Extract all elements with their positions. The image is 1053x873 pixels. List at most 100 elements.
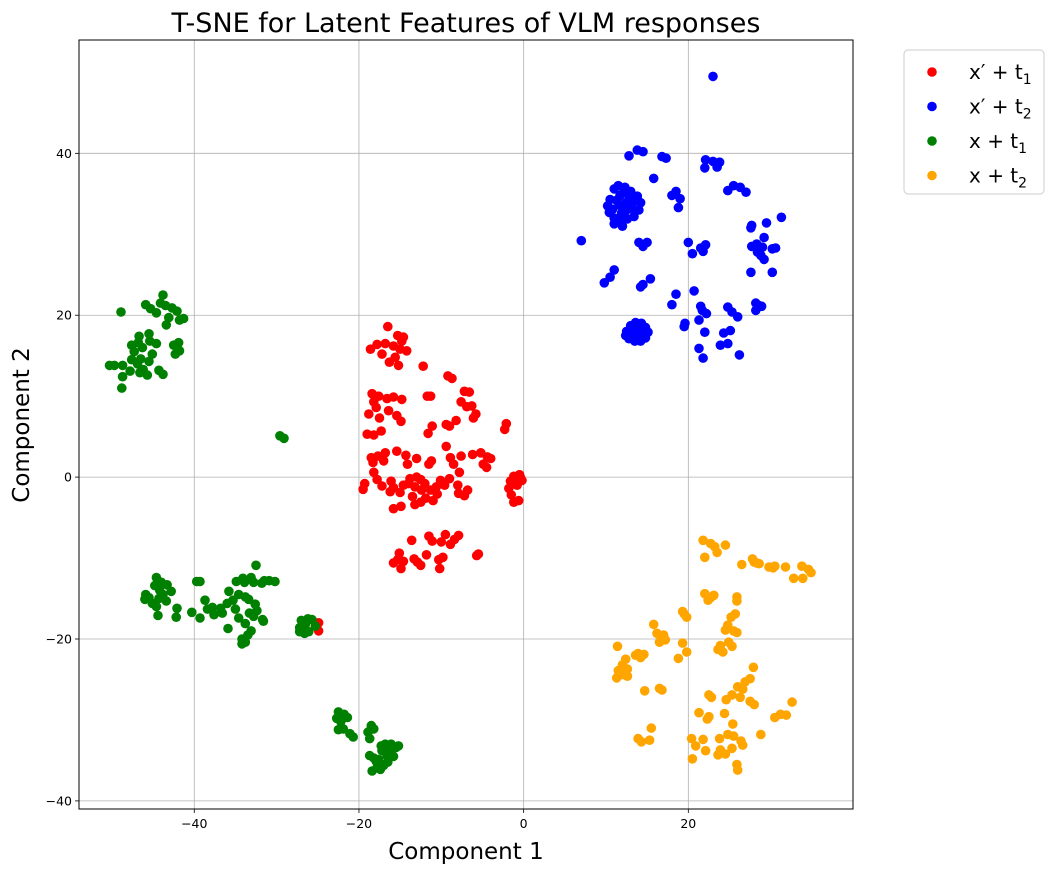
data-point bbox=[416, 485, 427, 495]
data-point bbox=[708, 71, 718, 82]
data-point bbox=[438, 552, 448, 563]
data-point bbox=[723, 338, 733, 349]
data-point bbox=[673, 653, 684, 664]
data-point bbox=[718, 647, 728, 657]
data-point bbox=[172, 603, 182, 614]
data-point bbox=[380, 338, 391, 349]
data-point bbox=[427, 536, 438, 546]
data-point bbox=[397, 336, 407, 346]
data-point bbox=[451, 415, 461, 426]
data-point bbox=[187, 607, 197, 618]
data-point bbox=[454, 467, 465, 478]
data-point bbox=[170, 349, 181, 359]
x-tick-label: 0 bbox=[520, 816, 528, 831]
data-point bbox=[715, 340, 726, 351]
data-point bbox=[636, 737, 647, 747]
data-point bbox=[209, 609, 219, 620]
data-point bbox=[448, 459, 459, 470]
y-tick-label: 40 bbox=[56, 146, 72, 161]
data-point bbox=[723, 185, 733, 196]
data-point bbox=[576, 235, 587, 246]
data-point bbox=[453, 530, 464, 541]
data-point bbox=[258, 616, 269, 626]
data-point bbox=[364, 409, 374, 419]
data-point bbox=[751, 305, 761, 316]
data-point bbox=[161, 320, 172, 330]
data-point bbox=[648, 619, 659, 630]
data-point bbox=[345, 728, 355, 739]
data-point bbox=[456, 451, 466, 461]
data-point bbox=[144, 329, 154, 339]
data-point bbox=[375, 764, 386, 775]
data-point bbox=[788, 573, 799, 584]
data-point bbox=[125, 366, 135, 376]
data-point bbox=[136, 354, 146, 364]
series-3 bbox=[104, 290, 404, 776]
data-point bbox=[172, 306, 182, 317]
data-point bbox=[749, 557, 759, 567]
data-point bbox=[633, 324, 643, 334]
data-point bbox=[137, 342, 148, 353]
data-point bbox=[694, 343, 704, 354]
data-point bbox=[611, 673, 622, 683]
data-point bbox=[611, 195, 622, 206]
data-point bbox=[310, 621, 321, 631]
data-point bbox=[736, 736, 746, 746]
data-point bbox=[694, 315, 704, 325]
data-point bbox=[174, 315, 185, 325]
data-point bbox=[388, 751, 399, 762]
data-point bbox=[630, 650, 641, 660]
data-point bbox=[415, 560, 426, 571]
data-point bbox=[377, 349, 387, 359]
data-point bbox=[607, 204, 618, 214]
data-point bbox=[336, 716, 346, 727]
data-point bbox=[239, 577, 250, 588]
x-tick-label: 20 bbox=[680, 816, 696, 831]
data-point bbox=[700, 552, 710, 563]
data-point bbox=[737, 559, 747, 570]
data-point bbox=[644, 735, 655, 745]
data-point bbox=[374, 413, 385, 423]
data-point bbox=[735, 692, 745, 703]
chart-title: T-SNE for Latent Features of VLM respons… bbox=[171, 8, 761, 39]
y-axis-label: Component 2 bbox=[9, 347, 35, 502]
data-point bbox=[725, 325, 736, 336]
legend-marker bbox=[927, 101, 937, 112]
data-point bbox=[745, 673, 755, 684]
data-point bbox=[418, 361, 429, 372]
data-point bbox=[166, 586, 176, 597]
data-point bbox=[439, 480, 450, 491]
data-point bbox=[402, 459, 413, 470]
data-point bbox=[512, 480, 522, 491]
data-point bbox=[701, 308, 712, 319]
data-point bbox=[698, 353, 708, 363]
data-point bbox=[625, 325, 636, 335]
data-point bbox=[116, 307, 126, 317]
data-point bbox=[129, 346, 139, 357]
data-point bbox=[599, 278, 610, 288]
data-point bbox=[421, 550, 432, 560]
data-point bbox=[195, 576, 205, 587]
data-point bbox=[689, 286, 699, 296]
data-point bbox=[635, 282, 646, 292]
data-point bbox=[223, 623, 233, 634]
legend-label: x + t2 bbox=[969, 164, 1027, 192]
data-point bbox=[646, 723, 657, 733]
data-point bbox=[436, 537, 447, 547]
data-point bbox=[388, 558, 399, 568]
data-point bbox=[140, 594, 150, 605]
data-point bbox=[377, 481, 387, 491]
data-point bbox=[759, 254, 769, 265]
data-points bbox=[104, 71, 816, 776]
data-point bbox=[303, 626, 314, 637]
data-point bbox=[406, 535, 417, 546]
data-point bbox=[727, 743, 737, 754]
data-point bbox=[700, 163, 710, 173]
data-point bbox=[392, 446, 402, 457]
data-point bbox=[154, 593, 164, 604]
data-point bbox=[481, 462, 492, 473]
data-point bbox=[720, 625, 731, 635]
data-point bbox=[230, 604, 241, 614]
data-point bbox=[207, 602, 218, 613]
data-point bbox=[386, 739, 396, 749]
